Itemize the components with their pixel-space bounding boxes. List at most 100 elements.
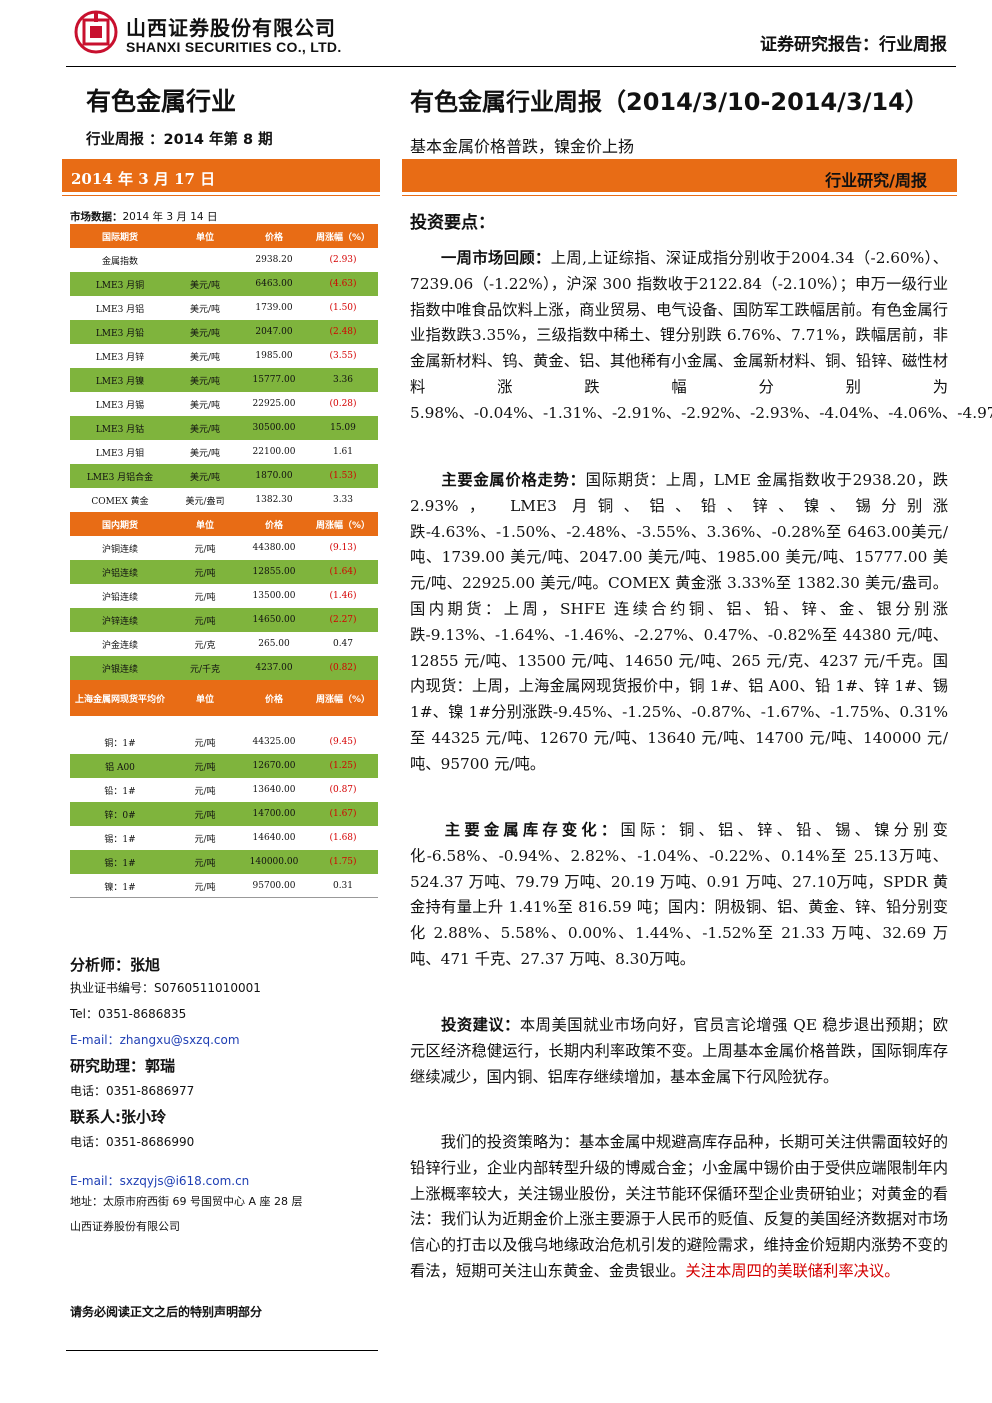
table-cell: 44325.00 [240,730,308,754]
table-cell: 4237.00 [240,656,308,680]
table-cell: (1.68) [308,826,378,850]
table-cell: 0.31 [308,874,378,898]
price-trend-text: 国际期货：上周，LME 金属指数收于2938.20，跌 2.93%， LME3 … [410,471,948,773]
table-cell: 沪铝连续 [70,560,170,584]
contact-email-link[interactable]: E-mail：sxzqyjs@i618.com.cn [70,1174,250,1188]
table-cell: 元/吨 [170,584,240,608]
analyst-email-link[interactable]: E-mail：zhangxu@sxzq.com [70,1033,240,1047]
issue-number: 行业周报 ：2014 年第 8 期 [86,132,273,148]
strategy-paragraph: 我们的投资策略为：基本金属中规避高库存品种，长期可关注供需面较好的铅锌行业，企业… [410,1130,948,1285]
table-cell: 美元/吨 [170,464,240,488]
table-bottom-rule [70,897,378,898]
market-review-paragraph: 一周市场回顾：上周,上证综指、深证成指分别收于2004.34（-2.60%）、7… [410,246,992,427]
table-cell: 6463.00 [240,272,308,296]
table-cell: (1.53) [308,464,378,488]
analyst-phone: Tel：0351-8686835 [70,1007,187,1021]
table-cell: 13640.00 [240,778,308,802]
domestic-header-cell: 单位 [170,512,240,536]
table-row: LME3 月钼 美元/吨 22100.00 1.61 [70,440,378,464]
table-cell: 锡：1# [70,826,170,850]
table-row: LME3 月铅 美元/吨 2047.00 (2.48) [70,320,378,344]
table-cell: (1.67) [308,802,378,826]
company-name-en: SHANXI SECURITIES CO., LTD. [126,39,342,55]
table-row: 沪铜连续 元/吨 44380.00 (9.13) [70,536,378,560]
category-bar-underline [402,195,957,196]
table-row: LME3 月镍 美元/吨 15777.00 3.36 [70,368,378,392]
table-cell: 30500.00 [240,416,308,440]
market-data-caption: 市场数据：2014 年 3 月 14 日 [70,209,217,224]
table-cell: 1382.30 [240,488,308,512]
table-cell: 13500.00 [240,584,308,608]
table-cell: LME3 月铅 [70,320,170,344]
table-row: 锌：0# 元/吨 14700.00 (1.67) [70,802,378,826]
table-cell: 3.36 [308,368,378,392]
market-data-table-body: 国际期货 单位 价格 周涨幅（%） 金属指数 2938.20 (2.93) LME3 月铜 美元… [70,224,378,898]
report-type: 证券研究报告：行业周报 [760,35,947,55]
report-date: 2014 年 3 月 17 日 [62,159,380,192]
table-cell: (0.28) [308,392,378,416]
table-row: 锡：1# 元/吨 140000.00 (1.75) [70,850,378,874]
table-cell: (1.75) [308,850,378,874]
table-cell: LME3 月铜 [70,272,170,296]
company-logo-icon [74,10,118,54]
table-cell: 元/吨 [170,754,240,778]
table-cell: LME3 月镍 [70,368,170,392]
table-row: 铜：1# 元/吨 44325.00 (9.45) [70,730,378,754]
table-cell: 3.33 [308,488,378,512]
inventory-text: 国际：铜、铝、锌、铅、锡、镍分别变化-6.58%、-0.94%、2.82%、-1… [410,821,948,968]
table-cell: 沪铜连续 [70,536,170,560]
table-row: 沪铝连续 元/吨 12855.00 (1.64) [70,560,378,584]
domestic-table-header: 国内期货 单位 价格 周涨幅（%） [70,512,378,536]
company-name-cn: 山西证券股份有限公司 [126,16,336,40]
table-cell: 美元/吨 [170,392,240,416]
table-cell: 265.00 [240,632,308,656]
report-category: 行业研究/周报 [402,159,957,192]
table-cell: (9.13) [308,536,378,560]
intl-table-header: 国际期货 单位 价格 周涨幅（%） [70,224,378,248]
price-trend-paragraph: 主要金属价格走势：国际期货：上周，LME 金属指数收于2938.20，跌 2.9… [410,468,948,778]
table-row: 沪锌连续 元/吨 14650.00 (2.27) [70,608,378,632]
table-cell: 元/克 [170,632,240,656]
table-cell: 沪铅连续 [70,584,170,608]
spot-header-cell: 价格 [240,680,308,716]
table-cell: COMEX 黄金 [70,488,170,512]
table-cell: (9.45) [308,730,378,754]
table-cell: 元/吨 [170,802,240,826]
table-cell: 0.47 [308,632,378,656]
contact-name: 联系人:张小玲 [70,1108,166,1126]
table-cell: (4.63) [308,272,378,296]
intl-header-cell: 价格 [240,224,308,248]
table-row: LME3 月铜 美元/吨 6463.00 (4.63) [70,272,378,296]
disclaimer-note: 请务必阅读正文之后的特别声明部分 [70,1305,263,1319]
table-row: 沪金连续 元/克 265.00 0.47 [70,632,378,656]
assistant-name: 研究助理：郭瑞 [70,1057,176,1075]
table-cell: 元/吨 [170,826,240,850]
intl-header-cell: 单位 [170,224,240,248]
analyst-name: 分析师：张旭 [70,956,161,974]
table-cell: 美元/吨 [170,272,240,296]
spot-header-cell: 周涨幅（%） [308,680,378,716]
table-cell: 元/吨 [170,560,240,584]
domestic-header-cell: 价格 [240,512,308,536]
report-subtitle: 基本金属价格普跌，镍金价上扬 [410,137,635,156]
table-row: 金属指数 2938.20 (2.93) [70,248,378,272]
strategy-highlight: 关注本周四的美联储利率决议。 [685,1261,900,1280]
industry-title: 有色金属行业 [86,87,237,116]
date-bar-underline [62,195,380,196]
table-cell: 14700.00 [240,802,308,826]
market-data-table: 国际期货 单位 价格 周涨幅（%） 金属指数 2938.20 (2.93) LME3 月铜 美元… [70,224,378,898]
table-cell: (2.27) [308,608,378,632]
table-cell: (1.64) [308,560,378,584]
footer-divider [66,1350,378,1351]
table-cell: 美元/吨 [170,320,240,344]
table-cell: 44380.00 [240,536,308,560]
table-row: 镍：1# 元/吨 95700.00 0.31 [70,874,378,898]
table-cell: 元/吨 [170,730,240,754]
table-cell: (2.48) [308,320,378,344]
table-cell: 元/吨 [170,536,240,560]
table-cell: 15.09 [308,416,378,440]
table-cell: 铜：1# [70,730,170,754]
table-cell: 140000.00 [240,850,308,874]
table-cell: 12855.00 [240,560,308,584]
domestic-header-cell: 周涨幅（%） [308,512,378,536]
